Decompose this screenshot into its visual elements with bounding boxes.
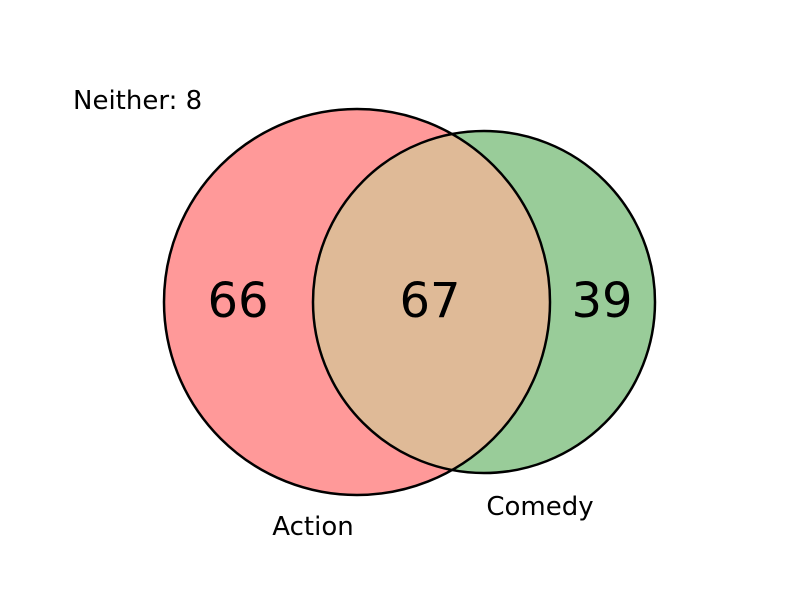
comedy-set-label: Comedy (486, 492, 593, 522)
comedy-only-count: 39 (571, 273, 632, 329)
neither-label: Neither: (73, 86, 177, 116)
action-circle-outline (162, 107, 552, 497)
action-set-label: Action (272, 512, 353, 542)
neither-count: 8 (186, 86, 203, 116)
intersection-fill (313, 131, 550, 473)
comedy-circle-outline (311, 129, 657, 475)
action-only-count: 66 (207, 273, 268, 329)
neither-annotation: Neither: 8 (73, 86, 202, 116)
intersection-count: 67 (399, 273, 460, 329)
